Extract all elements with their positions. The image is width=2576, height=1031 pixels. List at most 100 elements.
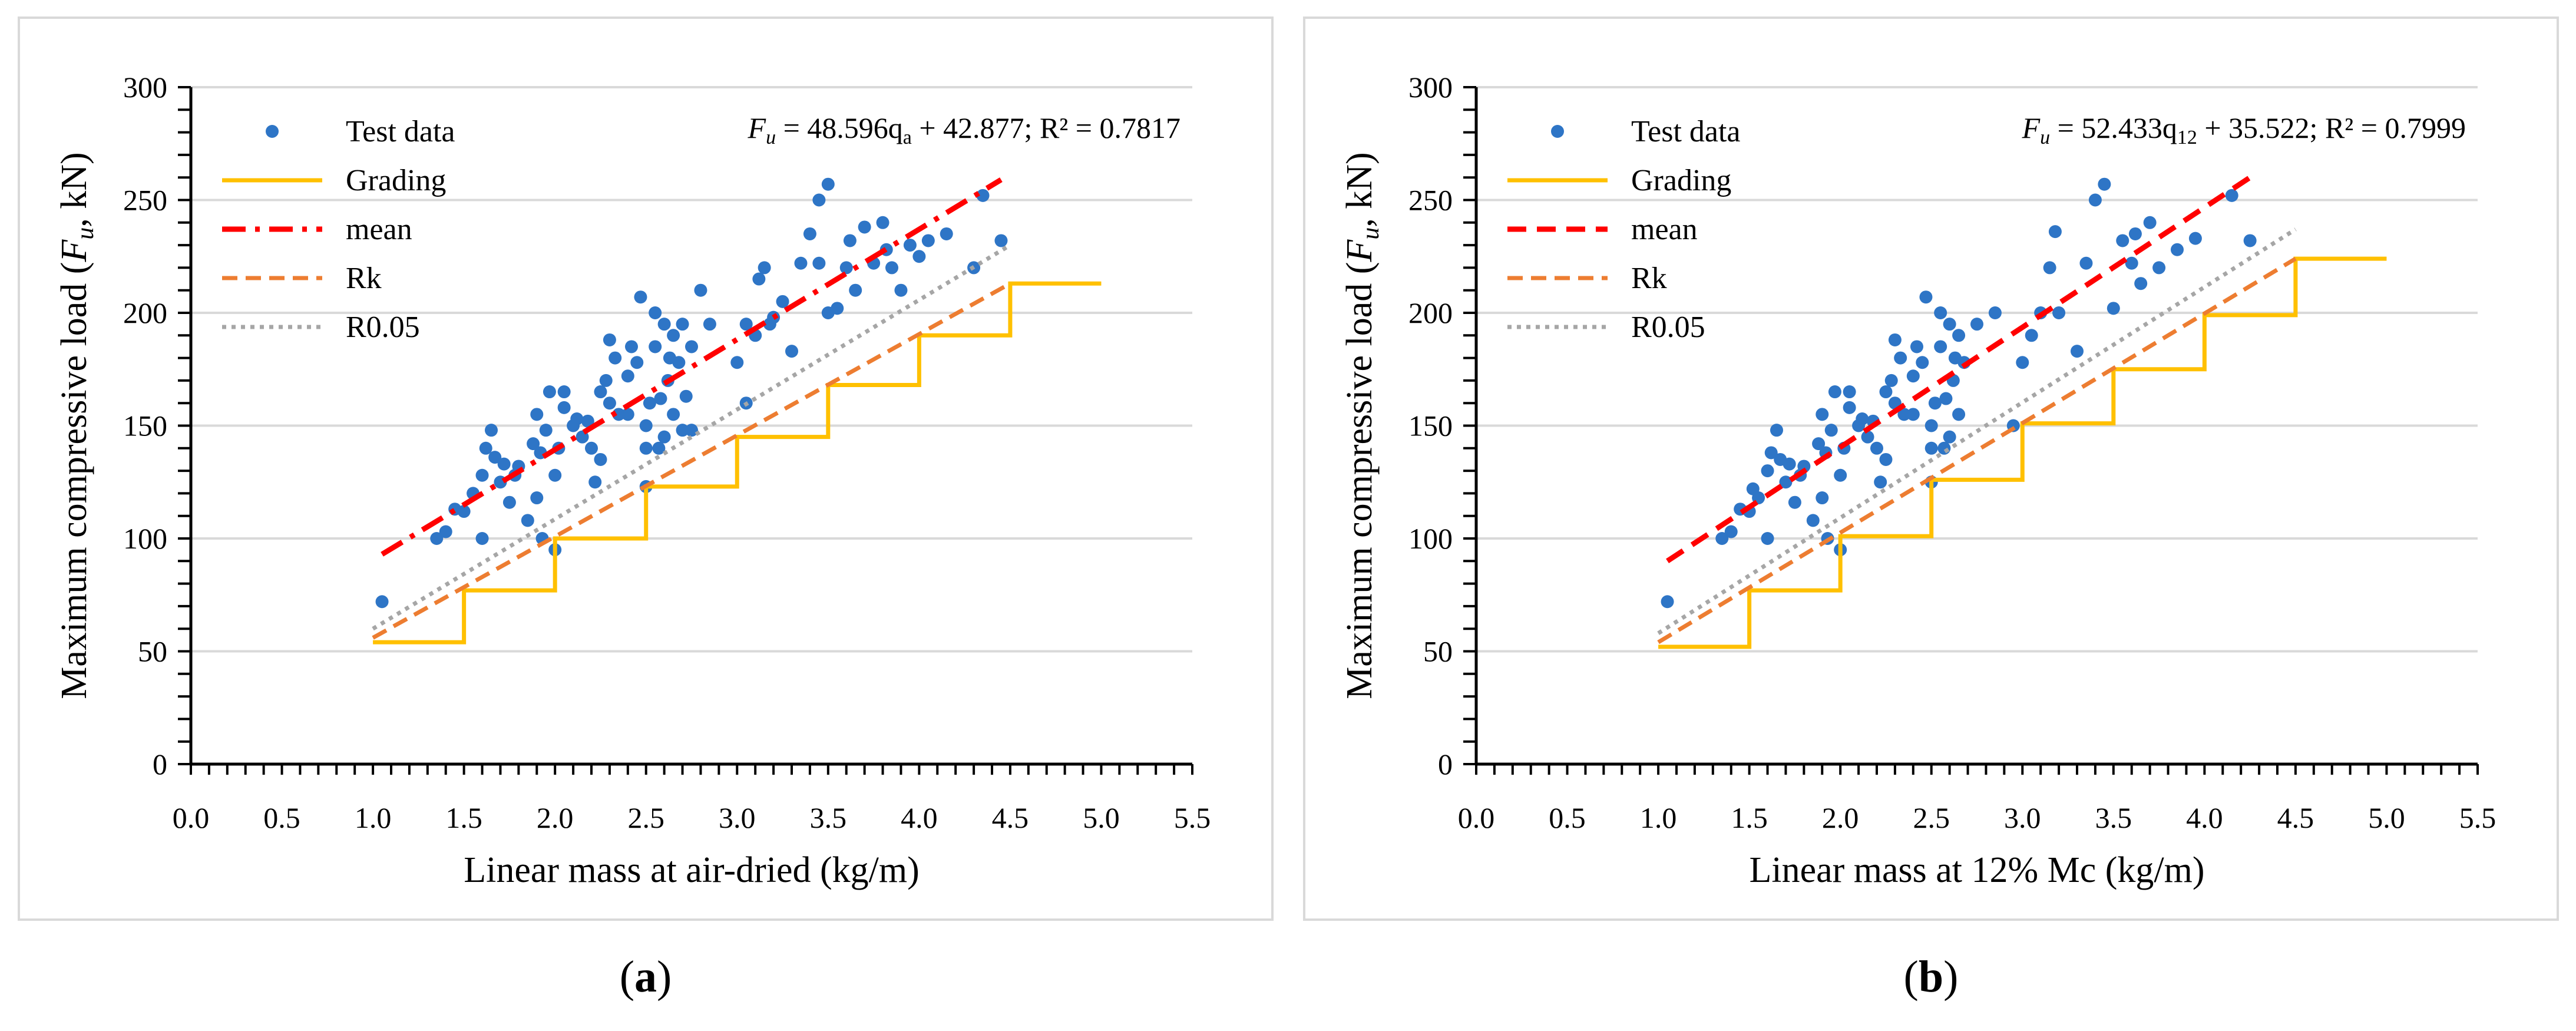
chart-a-data-point bbox=[672, 356, 686, 369]
chart-a-data-point bbox=[858, 220, 871, 234]
chart-a-data-point bbox=[849, 283, 862, 297]
chart-b-data-point bbox=[2107, 302, 2120, 315]
chart-a-x-tick-label: 3.5 bbox=[810, 801, 847, 834]
chart-a-x-tick-label: 0.0 bbox=[173, 801, 210, 834]
chart-b-data-point bbox=[1816, 491, 1829, 505]
chart-b-legend-label-grading: Grading bbox=[1631, 164, 1731, 197]
chart-b-data-point bbox=[1884, 374, 1898, 387]
chart-b-data-point bbox=[1952, 408, 1966, 421]
chart-b-data-point bbox=[2025, 329, 2038, 342]
chart-a-x-tick-label: 5.5 bbox=[1174, 801, 1211, 834]
chart-b-y-axis-title-var: F bbox=[1340, 239, 1380, 263]
chart-b-data-point bbox=[1770, 424, 1783, 437]
chart-panel-b: 0.0 0.5 1.0 1.5 2.0 2.5 3.0 3.5 4.0 4.5 5.0 5.5 0 50 1… bbox=[1303, 16, 2559, 921]
chart-a-legend-label-test-data: Test data bbox=[346, 115, 455, 148]
chart-a-series-mean bbox=[381, 177, 1003, 557]
chart-b-data-point bbox=[1843, 401, 1856, 414]
chart-a-data-point bbox=[685, 340, 698, 353]
chart-a-equation-body: = 48.596q bbox=[776, 111, 903, 144]
chart-b-equation-var-sub: u bbox=[2040, 127, 2050, 148]
chart-a-svg: 0.0 0.5 1.0 1.5 2.0 2.5 3.0 3.5 4.0 4.5 5.0 5.5 0 50 1… bbox=[54, 71, 1211, 890]
chart-b-legend-label-rk: Rk bbox=[1631, 262, 1667, 295]
caption-b: (b) bbox=[1903, 952, 1959, 1002]
chart-a-data-point bbox=[839, 261, 853, 275]
chart-b-data-point bbox=[1934, 306, 1947, 319]
chart-b-equation-body: = 52.433q bbox=[2050, 111, 2177, 144]
chart-b-data-point bbox=[1779, 475, 1793, 489]
chart-b-data-point bbox=[2128, 227, 2142, 240]
chart-b-svg: 0.0 0.5 1.0 1.5 2.0 2.5 3.0 3.5 4.0 4.5 5.0 5.5 0 50 1… bbox=[1340, 71, 2496, 890]
chart-b-series-rk bbox=[1657, 257, 2297, 645]
chart-a-x-tick-label: 4.0 bbox=[901, 801, 938, 834]
chart-a-data-point bbox=[375, 595, 389, 609]
chart-a-x-tick-label: 2.0 bbox=[537, 801, 574, 834]
chart-b-data-point bbox=[2043, 261, 2056, 275]
chart-b-legend-label-r0-05: R0.05 bbox=[1631, 310, 1705, 344]
chart-b-x-tick-label: 2.5 bbox=[1913, 801, 1950, 834]
chart-a-data-point bbox=[475, 532, 489, 545]
chart-a-series-r0-05 bbox=[372, 243, 1011, 631]
chart-a-data-point bbox=[527, 437, 540, 451]
chart-a-data-point bbox=[530, 491, 544, 505]
chart-a-data-point bbox=[821, 177, 835, 191]
chart-a-data-point bbox=[457, 505, 471, 518]
chart-b-data-point bbox=[2152, 261, 2166, 275]
chart-b-data-point bbox=[1924, 441, 1938, 455]
chart-b-data-point bbox=[1788, 495, 1801, 509]
chart-a-y-axis-title-prefix: Maximum compressive load ( bbox=[54, 262, 94, 699]
chart-b-y-tick-label: 50 bbox=[1423, 635, 1453, 668]
chart-b-data-point bbox=[1870, 441, 1883, 455]
chart-a-data-point bbox=[497, 457, 511, 471]
chart-a-data-point bbox=[625, 340, 638, 353]
chart-b-data-point bbox=[1764, 446, 1778, 460]
chart-b-data-point bbox=[1783, 457, 1796, 471]
chart-b-x-tick-label: 3.0 bbox=[2004, 801, 2041, 834]
chart-panel-a: 0.0 0.5 1.0 1.5 2.0 2.5 3.0 3.5 4.0 4.5 5.0 5.5 0 50 1… bbox=[18, 16, 1274, 921]
chart-b-y-tick-label: 150 bbox=[1408, 409, 1453, 442]
chart-a-data-point bbox=[521, 514, 534, 527]
chart-a-data-point bbox=[539, 424, 553, 437]
chart-a-x-tick-label: 0.5 bbox=[263, 801, 300, 834]
chart-a-data-point bbox=[654, 392, 667, 405]
chart-b-data-point bbox=[1910, 340, 1923, 353]
chart-a-series-grading bbox=[373, 281, 1102, 645]
chart-b-data-point bbox=[1943, 430, 1956, 444]
chart-a-y-tick-label: 300 bbox=[123, 71, 167, 104]
chart-b-data-point bbox=[2052, 306, 2066, 319]
chart-a-data-point bbox=[621, 408, 634, 421]
chart-a-y-axis-title-sub: u bbox=[72, 227, 99, 240]
chart-b-data-point bbox=[1906, 369, 1920, 383]
chart-a-y-tick-label: 100 bbox=[123, 522, 167, 555]
chart-a-data-point bbox=[570, 412, 584, 426]
chart-b-data-point bbox=[1879, 452, 1893, 466]
chart-b-data-point bbox=[2243, 234, 2257, 247]
chart-a-data-point bbox=[758, 261, 771, 275]
chart-b-legend-label-mean: mean bbox=[1631, 213, 1698, 246]
chart-b-equation: Fu = 52.433q12 + 35.522; R² = 0.7999 bbox=[2022, 111, 2466, 148]
chart-a-data-point bbox=[652, 441, 666, 455]
chart-b-y-tick-label: 200 bbox=[1408, 296, 1453, 329]
chart-b-x-tick-label: 0.0 bbox=[1458, 801, 1495, 834]
chart-a-data-point bbox=[430, 532, 444, 545]
chart-a-data-point bbox=[812, 256, 826, 270]
chart-a-data-point bbox=[649, 340, 662, 353]
chart-b-x-tick-label: 5.0 bbox=[2368, 801, 2405, 834]
chart-b-data-point bbox=[1916, 356, 1929, 369]
chart-a-data-point bbox=[530, 408, 544, 421]
chart-b-data-point bbox=[1928, 396, 1942, 410]
chart-a-x-tick-label: 3.0 bbox=[719, 801, 756, 834]
chart-b-x-tick-label: 3.5 bbox=[2095, 801, 2132, 834]
chart-a-data-point bbox=[921, 234, 935, 247]
chart-b-data-point bbox=[1939, 392, 1953, 405]
chart-a-data-point bbox=[643, 396, 656, 410]
chart-b-equation-q-sub: 12 bbox=[2177, 127, 2197, 148]
chart-a-equation-var: F bbox=[748, 111, 766, 144]
chart-a-data-point bbox=[594, 385, 607, 399]
chart-a-data-point bbox=[667, 329, 680, 342]
chart-b-data-point bbox=[1894, 351, 1907, 365]
chart-a-data-point bbox=[667, 408, 680, 421]
chart-a-data-point bbox=[612, 408, 626, 421]
chart-a-legend-label-mean: mean bbox=[346, 213, 412, 246]
chart-a-x-tick-label: 4.5 bbox=[992, 801, 1029, 834]
chart-a-y-axis-title-var: F bbox=[54, 239, 94, 263]
